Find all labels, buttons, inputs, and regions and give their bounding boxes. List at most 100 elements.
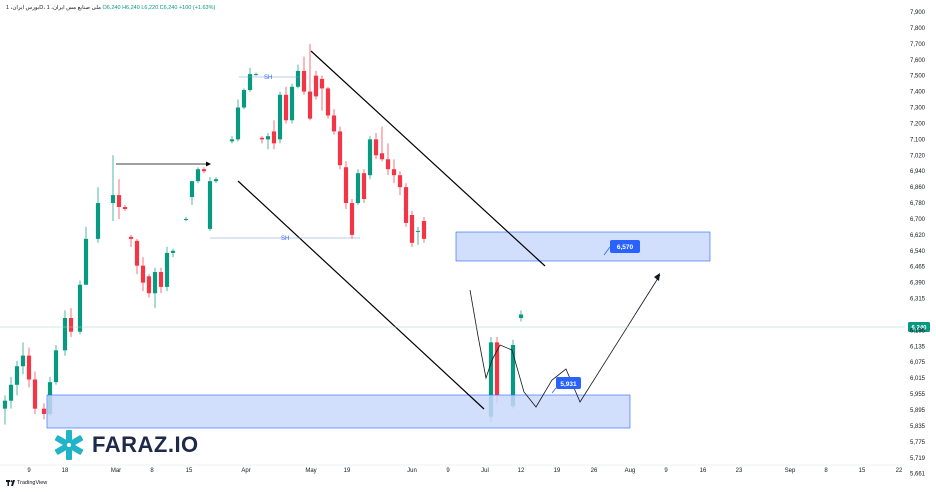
candle-down[interactable] [343,167,349,204]
candle-down[interactable] [68,318,74,332]
candle-down[interactable] [361,173,367,200]
candle-down[interactable] [116,195,122,208]
candle-up[interactable] [152,272,158,294]
price-tick-label: 7,500 [910,74,926,80]
price-tick-label: 7,200 [910,121,926,127]
candle-down[interactable] [331,115,337,132]
candle-down[interactable] [26,355,32,380]
candle-down[interactable] [158,272,164,287]
candle-down[interactable] [373,139,379,156]
swing-high-label-lower: SH [281,236,289,242]
candle-down[interactable] [259,137,265,140]
candle-up[interactable] [247,74,253,91]
candle-down[interactable] [385,159,391,170]
time-axis[interactable]: 9 18 Mar 8 15 Apr May 19 Jun 9 Jul 12 19 26 Aug 9 16 23 Se… [27,468,903,474]
swing-high-label-upper: SH [264,75,272,81]
lower-trendline[interactable] [237,180,485,410]
supply-zone[interactable] [455,231,711,262]
candle-down[interactable] [201,169,207,172]
time-tick-label: 9 [27,468,31,474]
price-tick-label: 6,075 [910,360,926,366]
candle-up[interactable] [355,173,361,204]
candle-down[interactable] [32,379,38,409]
candle-down[interactable] [397,175,403,188]
time-tick-label: 12 [518,468,525,474]
candle-down[interactable] [41,408,47,414]
candle-up[interactable] [83,238,89,285]
price-tick-label: 5,661 [910,472,926,478]
price-tick-label: 5,775 [910,440,926,446]
candle-down[interactable] [409,214,415,243]
candle-up[interactable] [510,344,516,407]
time-tick-label: Jul [481,468,489,474]
candle-down[interactable] [128,236,134,239]
candle-up[interactable] [367,139,373,176]
candle-up[interactable] [77,284,83,332]
candle-down[interactable] [325,88,331,116]
candle-up[interactable] [207,181,213,229]
candle-up[interactable] [488,342,494,417]
faraz-logo: FARAZ.IO [52,428,199,462]
candle-up[interactable] [8,384,14,401]
candle-down[interactable] [307,91,313,119]
projection-path[interactable] [469,274,661,408]
candle-down[interactable] [134,240,140,266]
candle-up[interactable] [53,350,59,383]
candle-up[interactable] [95,203,101,239]
candle-down[interactable] [403,187,409,223]
demand-zone-callout[interactable]: 5,931 [551,377,581,394]
candle-down[interactable] [319,78,325,89]
price-tick-label: 7,700 [910,42,926,48]
demand-zone[interactable] [46,394,631,429]
candle-up[interactable] [229,139,235,142]
candle-down[interactable] [301,70,307,92]
time-tick-label: 19 [344,468,351,474]
candle-down[interactable] [349,203,355,235]
supply-zone-callout[interactable]: 6,570 [603,240,640,256]
last-price-badge[interactable] [908,322,930,332]
candle-up[interactable] [110,195,116,204]
candle-up[interactable] [241,90,247,108]
time-tick-label: 15 [859,468,866,474]
candle-down[interactable] [122,207,128,210]
candle-up[interactable] [189,181,195,198]
candle-up[interactable] [518,314,524,319]
candle-up[interactable] [183,218,189,220]
candle-down[interactable] [271,131,277,144]
candle-down[interactable] [421,220,427,239]
candle-up[interactable] [277,94,283,140]
time-tick-label: 8 [150,468,154,474]
tradingview-attribution[interactable]: TradingView [6,480,47,486]
candle-down[interactable] [283,94,289,121]
candle-down[interactable] [391,169,397,176]
candle-down[interactable] [494,342,500,396]
candle-down[interactable] [313,75,319,97]
price-tick-label: 6,700 [910,217,926,223]
candle-down[interactable] [337,131,343,166]
candle-down[interactable] [146,276,152,294]
candle-up[interactable] [295,70,301,87]
candle-up[interactable] [265,136,271,140]
candle-up[interactable] [14,366,20,385]
candle-up[interactable] [289,86,295,121]
price-axis[interactable]: 7,900 7,800 7,700 7,600 7,500 7,400 7,300 7,200… [910,10,926,478]
candle-up[interactable] [62,318,68,351]
candle-up[interactable] [195,169,201,182]
candle-up[interactable] [2,400,8,409]
candle-down[interactable] [140,265,146,283]
candle-up[interactable] [20,355,26,367]
candle-up[interactable] [170,250,176,253]
candle-up[interactable] [164,252,170,287]
candle-down[interactable] [379,153,385,160]
price-tick-label: 7,300 [910,106,926,112]
candle-up[interactable] [213,179,219,182]
candles-layer [2,43,524,425]
time-tick-label: 26 [591,468,598,474]
demand-zone-price: 5,931 [560,381,577,388]
candle-up[interactable] [253,74,259,76]
upper-trendline[interactable] [310,50,546,267]
candle-up[interactable] [235,107,241,140]
price-tick-label: 6,620 [910,233,926,239]
candle-up[interactable] [415,230,421,232]
